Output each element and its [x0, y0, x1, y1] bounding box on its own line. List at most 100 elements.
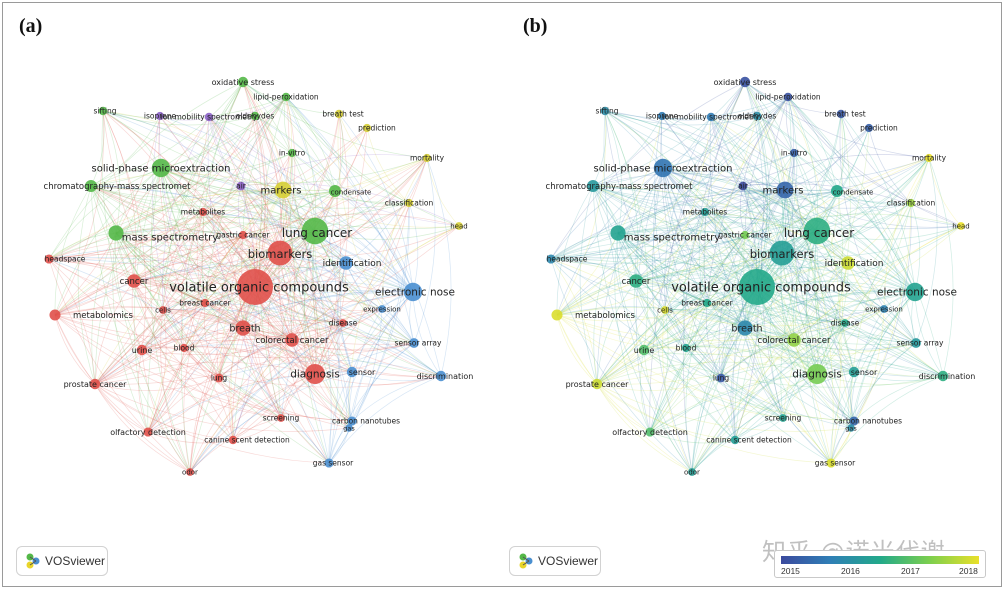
edge	[94, 167, 162, 385]
edge	[102, 110, 410, 204]
edge	[556, 307, 795, 341]
node-disease	[339, 319, 347, 327]
edge	[550, 127, 870, 260]
edge	[54, 314, 191, 473]
edge	[115, 232, 293, 341]
edge	[202, 189, 284, 213]
edge	[744, 81, 768, 288]
edge	[351, 291, 414, 373]
edge	[850, 202, 912, 429]
edges-layer	[48, 81, 460, 473]
edge	[756, 286, 855, 422]
edge	[662, 167, 795, 341]
edge	[744, 327, 832, 464]
edge	[183, 291, 414, 349]
edge	[604, 110, 917, 344]
edge	[742, 96, 789, 187]
edge	[102, 110, 415, 344]
edge	[662, 167, 832, 464]
vosviewer-badge-a: VOSviewer	[16, 546, 108, 576]
edge	[351, 371, 442, 382]
edge	[787, 96, 962, 227]
edge	[279, 252, 353, 373]
edge	[617, 232, 846, 324]
edge	[710, 116, 846, 324]
node-condensate	[831, 185, 843, 197]
edge	[643, 302, 708, 351]
node-canine-scent-detection	[730, 435, 740, 445]
edge	[744, 189, 786, 329]
edge	[617, 232, 849, 269]
edge	[90, 185, 281, 254]
edge	[282, 189, 350, 429]
edge	[48, 189, 336, 260]
edge	[183, 347, 234, 441]
edge	[204, 234, 244, 304]
edge	[662, 157, 930, 184]
edge	[793, 113, 843, 341]
node-label: mortality	[912, 154, 947, 163]
edge	[218, 360, 442, 379]
edge	[242, 81, 284, 191]
edge	[556, 302, 708, 322]
edge	[744, 290, 916, 329]
edge	[596, 338, 795, 385]
edge	[709, 116, 784, 419]
edge	[54, 185, 242, 316]
edge	[54, 314, 282, 419]
edge	[784, 189, 855, 373]
edge	[915, 157, 938, 344]
node-in-vitro	[287, 148, 297, 158]
edge	[159, 115, 244, 329]
edge	[141, 302, 206, 351]
edge	[550, 167, 664, 260]
edge	[90, 185, 410, 220]
edge	[780, 252, 832, 464]
edge	[102, 110, 256, 126]
node-breath-test	[334, 109, 344, 119]
edge	[617, 185, 744, 234]
edge	[54, 282, 256, 316]
edge	[102, 110, 121, 234]
edge	[556, 167, 664, 316]
edge	[115, 190, 336, 236]
node-label: air	[738, 182, 749, 191]
edge	[661, 115, 746, 329]
node-label: carbon nanotubes	[332, 417, 400, 426]
edge	[550, 238, 783, 260]
edge	[232, 185, 257, 441]
edge	[94, 189, 284, 385]
edge	[596, 262, 849, 385]
edge	[254, 225, 460, 288]
edge	[162, 211, 204, 311]
edge	[282, 189, 318, 375]
node-label: prostate cancer	[566, 380, 630, 389]
edge	[787, 96, 838, 192]
edge	[141, 349, 353, 422]
edge	[780, 230, 818, 419]
edge	[48, 258, 96, 385]
edge	[133, 264, 414, 293]
edge	[592, 185, 693, 473]
edge	[592, 185, 912, 220]
edge	[816, 225, 962, 240]
edge	[635, 211, 706, 282]
edge	[784, 127, 870, 191]
edge	[314, 225, 460, 240]
edge	[328, 342, 415, 464]
node-gastric-cancer	[238, 230, 248, 240]
edge	[183, 302, 206, 473]
edge	[662, 309, 693, 473]
edge	[48, 258, 191, 473]
edge	[685, 347, 784, 419]
edge	[242, 81, 340, 115]
edge	[592, 96, 789, 187]
edge	[550, 258, 598, 385]
edge	[147, 286, 256, 433]
edge	[201, 81, 244, 304]
edge	[115, 230, 414, 293]
edge	[662, 167, 786, 192]
edge	[254, 157, 428, 288]
node-label: metabolites	[683, 208, 728, 217]
edge	[649, 309, 669, 433]
